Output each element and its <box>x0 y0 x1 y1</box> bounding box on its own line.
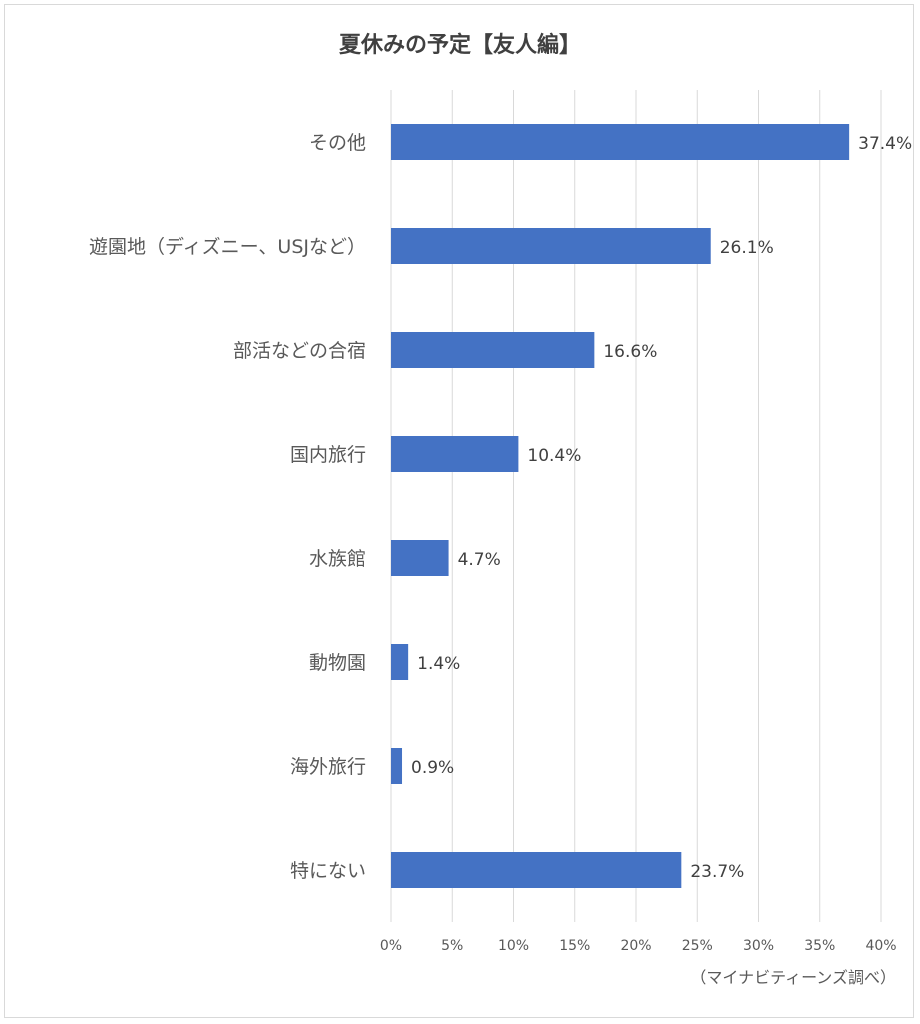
value-label: 0.9% <box>411 758 454 778</box>
bar <box>391 436 519 472</box>
category-label: 部活などの合宿 <box>233 340 366 362</box>
value-label: 37.4% <box>858 134 912 154</box>
x-tick-label: 15% <box>559 938 590 954</box>
x-axis-ticks: 0% 5% 10% 15% 20% 25% 30% 35% 40% <box>380 938 897 954</box>
bar <box>391 332 595 368</box>
x-tick-label: 10% <box>498 938 529 954</box>
value-label: 4.7% <box>458 550 501 570</box>
bar <box>391 124 850 160</box>
value-label: 23.7% <box>690 862 744 882</box>
bar <box>391 748 403 784</box>
x-tick-label: 25% <box>682 938 713 954</box>
category-label: 水族館 <box>309 548 366 570</box>
category-label: その他 <box>309 132 366 154</box>
value-label: 10.4% <box>527 446 581 466</box>
x-tick-label: 5% <box>441 938 463 954</box>
category-label: 海外旅行 <box>290 756 366 778</box>
bar <box>391 540 449 576</box>
x-tick-label: 0% <box>380 938 402 954</box>
chart-title: 夏休みの予定【友人編】 <box>339 32 581 58</box>
category-label: 国内旅行 <box>290 444 366 466</box>
category-label: 動物園 <box>309 652 366 674</box>
value-label: 26.1% <box>720 238 774 258</box>
gridlines <box>390 90 882 922</box>
chart-frame <box>4 4 914 1018</box>
x-tick-label: 30% <box>743 938 774 954</box>
x-tick-label: 20% <box>620 938 651 954</box>
value-label: 1.4% <box>417 654 460 674</box>
value-labels: 37.4% 26.1% 16.6% 10.4% 4.7% 1.4% 0.9% 23.7% <box>411 134 912 882</box>
x-tick-label: 40% <box>865 938 896 954</box>
bar <box>391 852 682 888</box>
bar <box>391 644 409 680</box>
x-tick-label: 35% <box>804 938 835 954</box>
source-note: （マイナビティーンズ調べ） <box>690 968 896 987</box>
category-label: 遊園地（ディズニー、USJなど） <box>89 236 366 258</box>
bars <box>391 124 850 888</box>
category-label: 特にない <box>290 860 366 882</box>
bar <box>391 228 711 264</box>
value-label: 16.6% <box>603 342 657 362</box>
